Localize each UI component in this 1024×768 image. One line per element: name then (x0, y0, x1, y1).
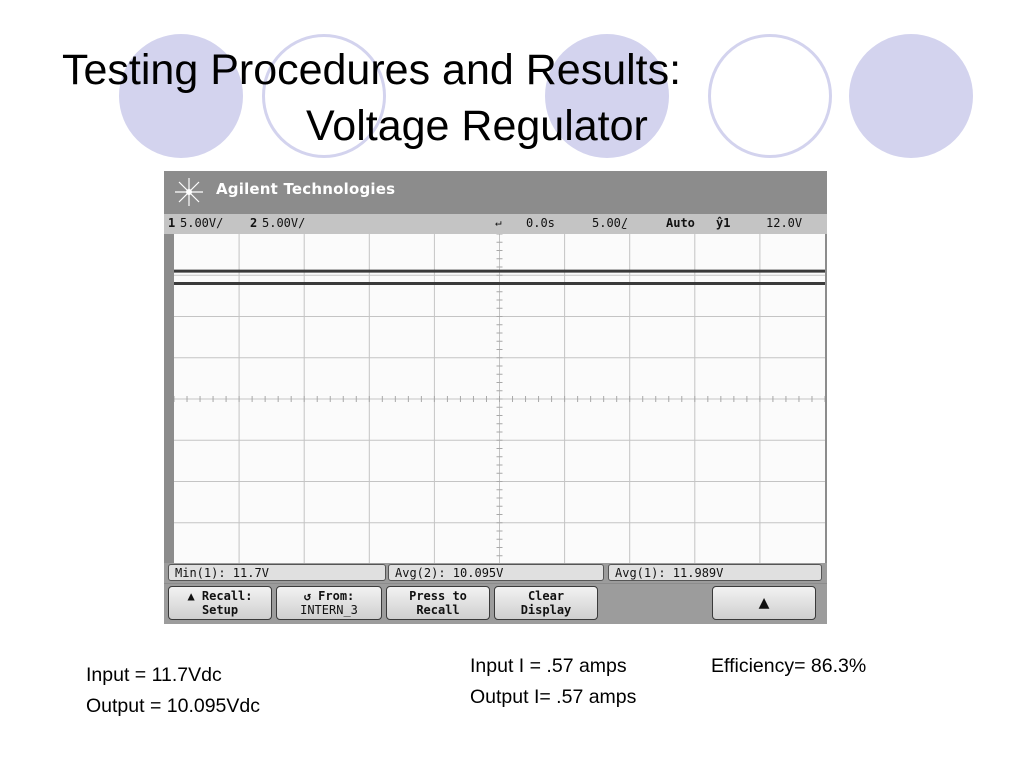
recall-setup-softkey[interactable]: ▲ Recall: Setup (168, 586, 272, 620)
recall-from-softkey[interactable]: ↺ From: INTERN_3 (276, 586, 382, 620)
decor-circle-1 (119, 34, 243, 158)
trace-channel-2 (174, 282, 825, 285)
ch1-number: 1 (168, 216, 176, 230)
ch1-scale: 5.00V/ (180, 216, 224, 230)
output-current: Output I= .57 amps (470, 686, 637, 708)
voltage-results: Input = 11.7Vdc Output = 10.095Vdc (86, 660, 260, 722)
up-arrow-icon: ▲ (758, 592, 770, 613)
softkey-label: INTERN_3 (300, 603, 358, 617)
scope-waveform-display (174, 234, 825, 564)
trigger-mode: Auto (666, 216, 695, 230)
up-arrow-softkey[interactable]: ▲ (712, 586, 816, 620)
ch2-number: 2 (250, 216, 258, 230)
decor-circle-5 (849, 34, 973, 158)
title-line-2: Voltage Regulator (306, 102, 648, 150)
decor-circle-2 (262, 34, 386, 158)
trigger-source: ŷ1 (716, 216, 731, 230)
softkey-label: Clear (527, 589, 565, 603)
press-to-recall-softkey[interactable]: Press to Recall (386, 586, 490, 620)
softkey-label: Recall (416, 603, 460, 617)
output-voltage: Output = 10.095Vdc (86, 695, 261, 717)
ch2-scale: 5.00V/ (262, 216, 306, 230)
time-position: 0.0s (526, 216, 555, 230)
softkey-label: Press to (409, 589, 467, 603)
input-voltage: Input = 11.7Vdc (86, 664, 222, 686)
softkey-label: Setup (201, 603, 239, 617)
slide-title: Testing Procedures and Results: Voltage … (62, 42, 681, 154)
scope-header: Agilent Technologies (164, 171, 827, 213)
measurement-avg-ch1: Avg(1): 11.989V (608, 564, 822, 581)
softkey-label: ▲ Recall: (187, 589, 253, 603)
efficiency-result: Efficiency= 86.3% (711, 651, 866, 682)
softkey-label: Display (520, 603, 572, 617)
clear-display-softkey[interactable]: Clear Display (494, 586, 598, 620)
trigger-marker-icon: ↵ (495, 216, 502, 229)
time-scale: 5.00̱/ (592, 216, 629, 230)
measurement-avg-ch2: Avg(2): 10.095V (388, 564, 604, 581)
efficiency: Efficiency= 86.3% (711, 655, 867, 677)
scope-brand: Agilent Technologies (216, 180, 396, 198)
scope-status-bar: 1 5.00V/ 2 5.00V/ ↵ 0.0s 5.00̱/ Auto ŷ1 … (164, 214, 827, 234)
title-line-1: Testing Procedures and Results: (62, 46, 682, 94)
measurement-row: Min(1): 11.7V Avg(2): 10.095V Avg(1): 11… (164, 563, 827, 583)
measurement-min-ch1: Min(1): 11.7V (168, 564, 386, 581)
softkey-row: ▲ Recall: Setup ↺ From: INTERN_3 Press t… (164, 584, 827, 624)
softkey-label: ↺ From: (303, 589, 355, 603)
agilent-spark-icon (175, 178, 203, 206)
waveform-grid (174, 234, 825, 564)
decor-circle-3 (545, 34, 669, 158)
trigger-level: 12.0V (766, 216, 803, 230)
input-current: Input I = .57 amps (470, 655, 627, 677)
current-results: Input I = .57 amps Output I= .57 amps (470, 651, 636, 713)
decor-circle-4 (708, 34, 832, 158)
oscilloscope-screenshot: Agilent Technologies 1 5.00V/ 2 5.00V/ ↵… (164, 171, 827, 624)
trace-channel-1 (174, 269, 825, 273)
